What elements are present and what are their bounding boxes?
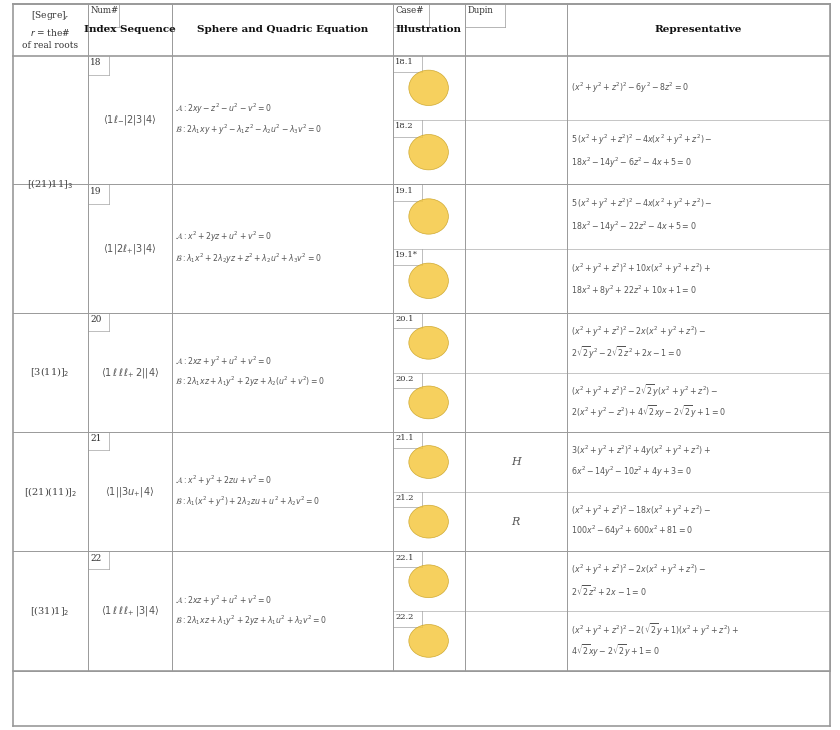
- Text: $(x^2+y^2+z^2)^2 - 2(\sqrt{2}y+1)(x^2+y^2+z^2)+$: $(x^2+y^2+z^2)^2 - 2(\sqrt{2}y+1)(x^2+y^…: [571, 621, 739, 638]
- Text: Dupin: Dupin: [467, 6, 493, 15]
- Text: 19.1: 19.1: [395, 186, 414, 194]
- Text: 19: 19: [91, 186, 102, 196]
- Text: 18: 18: [91, 58, 102, 67]
- Text: $\langle 1|2\ell_{+}|3|4\rangle$: $\langle 1|2\ell_{+}|3|4\rangle$: [103, 242, 156, 256]
- Text: $\mathcal{A}: x^2 + y^2 + 2zu + v^2 = 0$: $\mathcal{A}: x^2 + y^2 + 2zu + v^2 = 0$: [176, 474, 272, 488]
- Ellipse shape: [409, 263, 449, 299]
- Text: $18x^2 + 8y^2 + 22z^2 + 10x + 1 = 0$: $18x^2 + 8y^2 + 22z^2 + 10x + 1 = 0$: [571, 284, 696, 299]
- Text: [(21)(11)]$_2$: [(21)(11)]$_2$: [24, 485, 76, 499]
- Text: H: H: [511, 457, 521, 467]
- Text: 22.2: 22.2: [395, 613, 413, 621]
- Ellipse shape: [409, 199, 449, 234]
- Text: $\mathcal{A}: 2xy - z^2 - u^2 - v^2 = 0$: $\mathcal{A}: 2xy - z^2 - u^2 - v^2 = 0$: [176, 101, 272, 115]
- Text: $2(x^2+y^2-z^2) + 4\sqrt{2}xy - 2\sqrt{2}y + 1 = 0$: $2(x^2+y^2-z^2) + 4\sqrt{2}xy - 2\sqrt{2…: [571, 404, 726, 420]
- Text: $18x^2 - 14y^2 - 22z^2 - 4x + 5 = 0$: $18x^2 - 14y^2 - 22z^2 - 4x + 5 = 0$: [571, 220, 696, 234]
- Text: $(x^2+y^2+z^2)^2 - 6y^2 - 8z^2 = 0$: $(x^2+y^2+z^2)^2 - 6y^2 - 8z^2 = 0$: [571, 80, 689, 95]
- Text: 20.1: 20.1: [395, 315, 413, 323]
- Text: 18.1: 18.1: [395, 58, 414, 66]
- Text: $\langle 1\,\ell\,\ell\,\ell_{+}\,2||4\rangle$: $\langle 1\,\ell\,\ell\,\ell_{+}\,2||4\r…: [101, 366, 159, 380]
- Text: $3(x^2+y^2+z^2)^2 + 4y(x^2+y^2+z^2)+$: $3(x^2+y^2+z^2)^2 + 4y(x^2+y^2+z^2)+$: [571, 444, 711, 458]
- Text: $(x^2+y^2+z^2)^2 - 18x(x^2+y^2+z^2)-$: $(x^2+y^2+z^2)^2 - 18x(x^2+y^2+z^2)-$: [571, 503, 711, 518]
- Ellipse shape: [409, 565, 449, 598]
- Text: 22: 22: [91, 553, 102, 563]
- Text: $\langle 1||3u_{+}|4\rangle$: $\langle 1||3u_{+}|4\rangle$: [105, 485, 155, 499]
- Text: $(x^2+y^2+z^2)^2 - 2x(x^2+y^2+z^2)-$: $(x^2+y^2+z^2)^2 - 2x(x^2+y^2+z^2)-$: [571, 324, 706, 339]
- Text: $(x^2+y^2+z^2)^2 - 2\sqrt{2}y(x^2+y^2+z^2)-$: $(x^2+y^2+z^2)^2 - 2\sqrt{2}y(x^2+y^2+z^…: [571, 383, 718, 399]
- Text: Num#: Num#: [91, 6, 118, 15]
- Text: [(21)11]$_3$: [(21)11]$_3$: [27, 177, 73, 191]
- Ellipse shape: [409, 505, 449, 538]
- Text: Sphere and Quadric Equation: Sphere and Quadric Equation: [197, 25, 368, 34]
- Ellipse shape: [409, 70, 449, 106]
- Text: Case#: Case#: [395, 6, 423, 15]
- Text: $\mathcal{B}: 2\lambda_1 xy + y^2 - \lambda_1 z^2 - \lambda_2 u^2 - \lambda_3 v^: $\mathcal{B}: 2\lambda_1 xy + y^2 - \lam…: [176, 123, 323, 137]
- Text: 21: 21: [91, 434, 102, 443]
- Ellipse shape: [409, 624, 449, 657]
- Text: $(x^2+y^2+z^2)^2 - 2x(x^2+y^2+z^2)-$: $(x^2+y^2+z^2)^2 - 2x(x^2+y^2+z^2)-$: [571, 563, 706, 577]
- Text: $18x^2 - 14y^2 - 6z^2 - 4x + 5 = 0$: $18x^2 - 14y^2 - 6z^2 - 4x + 5 = 0$: [571, 155, 691, 169]
- Text: Representative: Representative: [654, 25, 742, 34]
- Text: $\mathcal{A}: 2xz + y^2 + u^2 + v^2 = 0$: $\mathcal{A}: 2xz + y^2 + u^2 + v^2 = 0$: [176, 593, 272, 607]
- Text: 18.2: 18.2: [395, 122, 414, 130]
- Text: R: R: [512, 517, 520, 526]
- Text: $\mathcal{A}: x^2 + 2yz + u^2 + v^2 = 0$: $\mathcal{A}: x^2 + 2yz + u^2 + v^2 = 0$: [176, 230, 272, 245]
- Text: 21.1: 21.1: [395, 434, 414, 442]
- Text: $2\sqrt{2}y^2 - 2\sqrt{2}z^2 + 2x - 1 = 0$: $2\sqrt{2}y^2 - 2\sqrt{2}z^2 + 2x - 1 = …: [571, 344, 682, 361]
- Text: $\mathcal{A}: 2xz + y^2 + u^2 + v^2 = 0$: $\mathcal{A}: 2xz + y^2 + u^2 + v^2 = 0$: [176, 355, 272, 369]
- Text: 21.2: 21.2: [395, 494, 413, 502]
- Ellipse shape: [409, 445, 449, 478]
- Text: 19.1*: 19.1*: [395, 251, 418, 259]
- Text: [Segre]$_r$
$r$ = the#
of real roots: [Segre]$_r$ $r$ = the# of real roots: [22, 9, 78, 50]
- Text: $4\sqrt{2}xy - 2\sqrt{2}y + 1 = 0$: $4\sqrt{2}xy - 2\sqrt{2}y + 1 = 0$: [571, 642, 659, 658]
- Text: $6x^2 - 14y^2 - 10z^2 + 4y + 3 = 0$: $6x^2 - 14y^2 - 10z^2 + 4y + 3 = 0$: [571, 464, 691, 479]
- Text: $\mathcal{B}: \lambda_1(x^2+y^2) + 2\lambda_2 zu + u^2 + \lambda_2 v^2 = 0$: $\mathcal{B}: \lambda_1(x^2+y^2) + 2\lam…: [176, 494, 320, 509]
- Text: $\mathcal{B}: 2\lambda_1 xz + \lambda_1 y^2 + 2yz + \lambda_1 u^2 + \lambda_2 v^: $\mathcal{B}: 2\lambda_1 xz + \lambda_1 …: [176, 613, 328, 628]
- Ellipse shape: [409, 326, 449, 359]
- Text: $(x^2+y^2+z^2)^2 + 10x(x^2+y^2+z^2)+$: $(x^2+y^2+z^2)^2 + 10x(x^2+y^2+z^2)+$: [571, 261, 711, 276]
- Ellipse shape: [409, 386, 449, 419]
- Text: Index Sequence: Index Sequence: [84, 25, 176, 34]
- Text: $\mathcal{B}: \lambda_1 x^2 + 2\lambda_2 yz + z^2 + \lambda_2 u^2 + \lambda_3 v^: $\mathcal{B}: \lambda_1 x^2 + 2\lambda_2…: [176, 252, 322, 266]
- Text: $\langle 1\,\ell\,\ell\,\ell_{+}\,|3|4\rangle$: $\langle 1\,\ell\,\ell\,\ell_{+}\,|3|4\r…: [101, 604, 159, 618]
- Text: Illustration: Illustration: [396, 25, 462, 34]
- Text: 20.2: 20.2: [395, 374, 413, 383]
- Text: 20: 20: [91, 315, 102, 324]
- Text: $2\sqrt{2}z^2 + 2x - 1 = 0$: $2\sqrt{2}z^2 + 2x - 1 = 0$: [571, 583, 647, 598]
- Text: $100x^2 - 64y^2 + 600x^2 + 81 = 0$: $100x^2 - 64y^2 + 600x^2 + 81 = 0$: [571, 524, 693, 539]
- Text: $\langle 1\ell_{-}|2|3|4\rangle$: $\langle 1\ell_{-}|2|3|4\rangle$: [103, 113, 156, 127]
- Text: $\mathcal{B}: 2\lambda_1 xz + \lambda_1 y^2 + 2yz + \lambda_2(u^2 + v^2) = 0$: $\mathcal{B}: 2\lambda_1 xz + \lambda_1 …: [176, 375, 325, 389]
- Text: 22.1: 22.1: [395, 553, 413, 561]
- Text: $5\,(x^2+y^2+z^2)^2 - 4x(x^2+y^2+z^2)-$: $5\,(x^2+y^2+z^2)^2 - 4x(x^2+y^2+z^2)-$: [571, 133, 712, 147]
- Ellipse shape: [409, 134, 449, 170]
- Text: [3(11)]$_2$: [3(11)]$_2$: [30, 366, 70, 380]
- Text: [(31)1]$_2$: [(31)1]$_2$: [30, 604, 70, 618]
- Text: $5\,(x^2+y^2+z^2)^2 - 4x(x^2+y^2+z^2)-$: $5\,(x^2+y^2+z^2)^2 - 4x(x^2+y^2+z^2)-$: [571, 197, 712, 212]
